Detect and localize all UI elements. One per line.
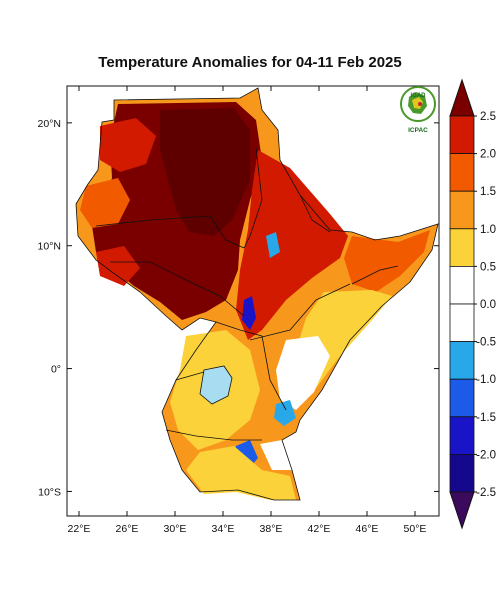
x-axis: 22°E 26°E 30°E 34°E 38°E 42°E 46°E 50°E <box>68 86 427 535</box>
x-tick-label: 50°E <box>404 523 427 535</box>
region-west-red <box>96 246 140 286</box>
colorbar-label: 0.0 <box>480 299 496 311</box>
colorbar-label: 2.0 <box>480 149 496 161</box>
y-tick-label: 10°N <box>38 241 61 253</box>
region-neutral-east <box>276 336 330 410</box>
region-hot-core <box>160 108 250 236</box>
colorbar-segment <box>449 341 475 380</box>
y-tick-label: 0° <box>51 364 61 376</box>
colorbar-segment <box>449 228 475 267</box>
cool-patch-rift <box>242 296 256 330</box>
colorbar-segment <box>449 153 475 192</box>
x-tick-label: 30°E <box>164 523 187 535</box>
x-tick-label: 46°E <box>356 523 379 535</box>
colorbar-label: -1.5 <box>476 412 496 424</box>
colorbar-segment <box>449 115 475 154</box>
region-tanzania <box>186 446 296 500</box>
x-tick-label: 42°E <box>308 523 331 535</box>
country-borders <box>75 87 439 501</box>
logo-text-bottom: ICPAC <box>408 127 428 134</box>
cool-patch-coast <box>274 400 296 426</box>
colorbar-label: -2.5 <box>476 487 496 499</box>
colorbar-label: -0.5 <box>476 337 496 349</box>
colorbar-segment <box>449 416 475 455</box>
colorbar-segment <box>449 78 475 117</box>
logo-text-top: IGAD <box>411 93 427 99</box>
region-south-white <box>260 440 292 470</box>
colorbar-segment <box>449 453 475 493</box>
region-horn-orange <box>344 230 430 292</box>
y-tick-label: 20°N <box>38 118 61 130</box>
colorbar-label: 0.5 <box>480 261 496 273</box>
cool-patch-ethiopia <box>266 232 280 258</box>
y-tick-label: 10°S <box>38 486 61 498</box>
colorbar-label: -2.0 <box>476 449 496 461</box>
region-ethiopia <box>236 150 348 340</box>
lake-victoria <box>199 365 233 405</box>
colorbar: 2.5 2.0 1.5 1.0 0.5 0.0 -0.5 -1.0 -1.5 -2.0 -2.5 <box>449 78 496 530</box>
colorbar-label: -1.0 <box>476 374 496 386</box>
region-nw-orange <box>80 178 130 228</box>
colorbar-label: 1.0 <box>480 224 496 236</box>
x-tick-label: 34°E <box>212 523 235 535</box>
colorbar-segment <box>449 378 475 418</box>
igad-icpac-logo: IGAD ICPAC <box>400 86 436 134</box>
region-nw-patches <box>100 118 156 172</box>
colorbar-segment <box>449 190 475 230</box>
colorbar-label: 2.5 <box>480 111 496 123</box>
x-tick-label: 22°E <box>68 523 91 535</box>
colorbar-segment <box>449 265 475 305</box>
colorbar-label: 1.5 <box>480 186 496 198</box>
colorbar-segment <box>449 491 475 530</box>
map-title: Temperature Anomalies for 04-11 Feb 2025 <box>98 54 402 71</box>
x-tick-label: 26°E <box>116 523 139 535</box>
y-axis: 20°N 10°N 0° 10°S <box>38 118 439 498</box>
x-tick-label: 38°E <box>260 523 283 535</box>
colorbar-segment <box>449 303 475 342</box>
